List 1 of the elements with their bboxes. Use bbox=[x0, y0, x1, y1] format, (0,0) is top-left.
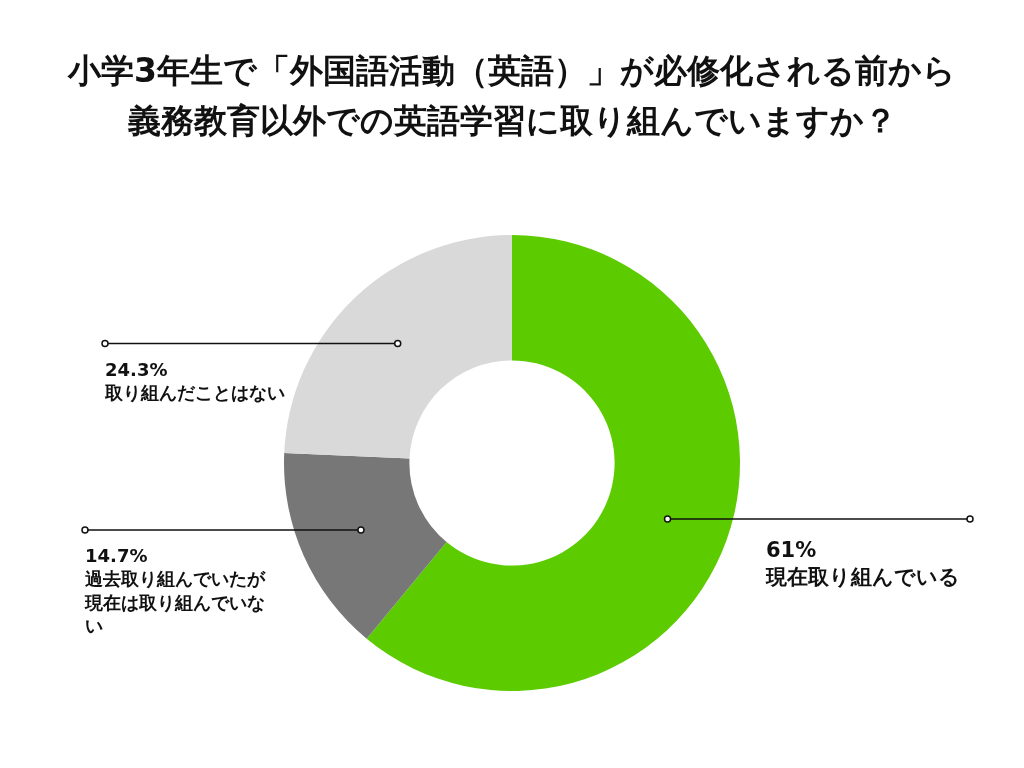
title: 小学3年生で「外国語活動（英語）」が必修化される前から義務教育以外での英語学習に取り組んでいますか？ bbox=[68, 51, 956, 140]
